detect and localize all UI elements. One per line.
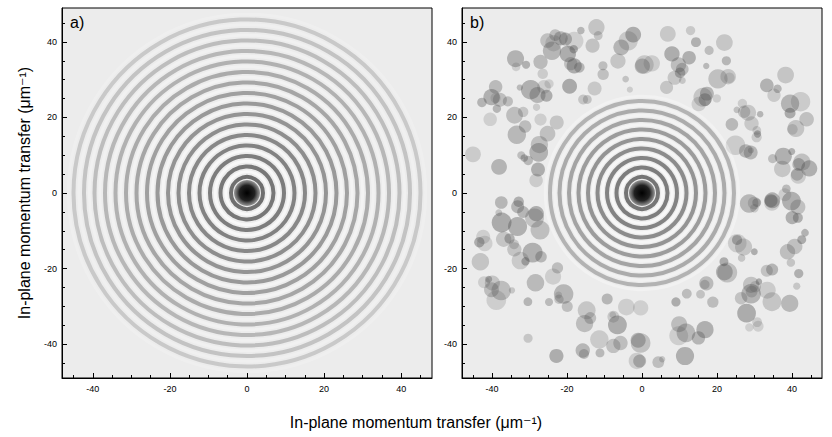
svg-text:-40: -40 [44,339,57,349]
svg-text:In-plane momentum transfer (μm: In-plane momentum transfer (μm⁻¹) [290,414,542,431]
svg-text:-20: -20 [444,264,457,274]
svg-text:0: 0 [452,188,457,198]
svg-text:0: 0 [52,188,57,198]
svg-text:20: 20 [319,384,329,394]
svg-text:0: 0 [244,384,249,394]
svg-text:40: 40 [787,384,797,394]
svg-text:20: 20 [447,112,457,122]
svg-text:-20: -20 [44,264,57,274]
svg-text:-20: -20 [163,384,176,394]
svg-text:20: 20 [712,384,722,394]
svg-text:a): a) [70,14,84,31]
svg-text:0: 0 [639,384,644,394]
svg-text:40: 40 [396,384,406,394]
svg-text:-40: -40 [444,339,457,349]
svg-text:-20: -20 [560,384,573,394]
svg-text:In-plane momentum transfer (μm: In-plane momentum transfer (μm⁻¹) [16,67,33,319]
svg-text:b): b) [470,14,484,31]
svg-text:20: 20 [47,112,57,122]
svg-text:-40: -40 [86,384,99,394]
svg-text:40: 40 [447,37,457,47]
svg-text:-40: -40 [485,384,498,394]
svg-text:40: 40 [47,37,57,47]
